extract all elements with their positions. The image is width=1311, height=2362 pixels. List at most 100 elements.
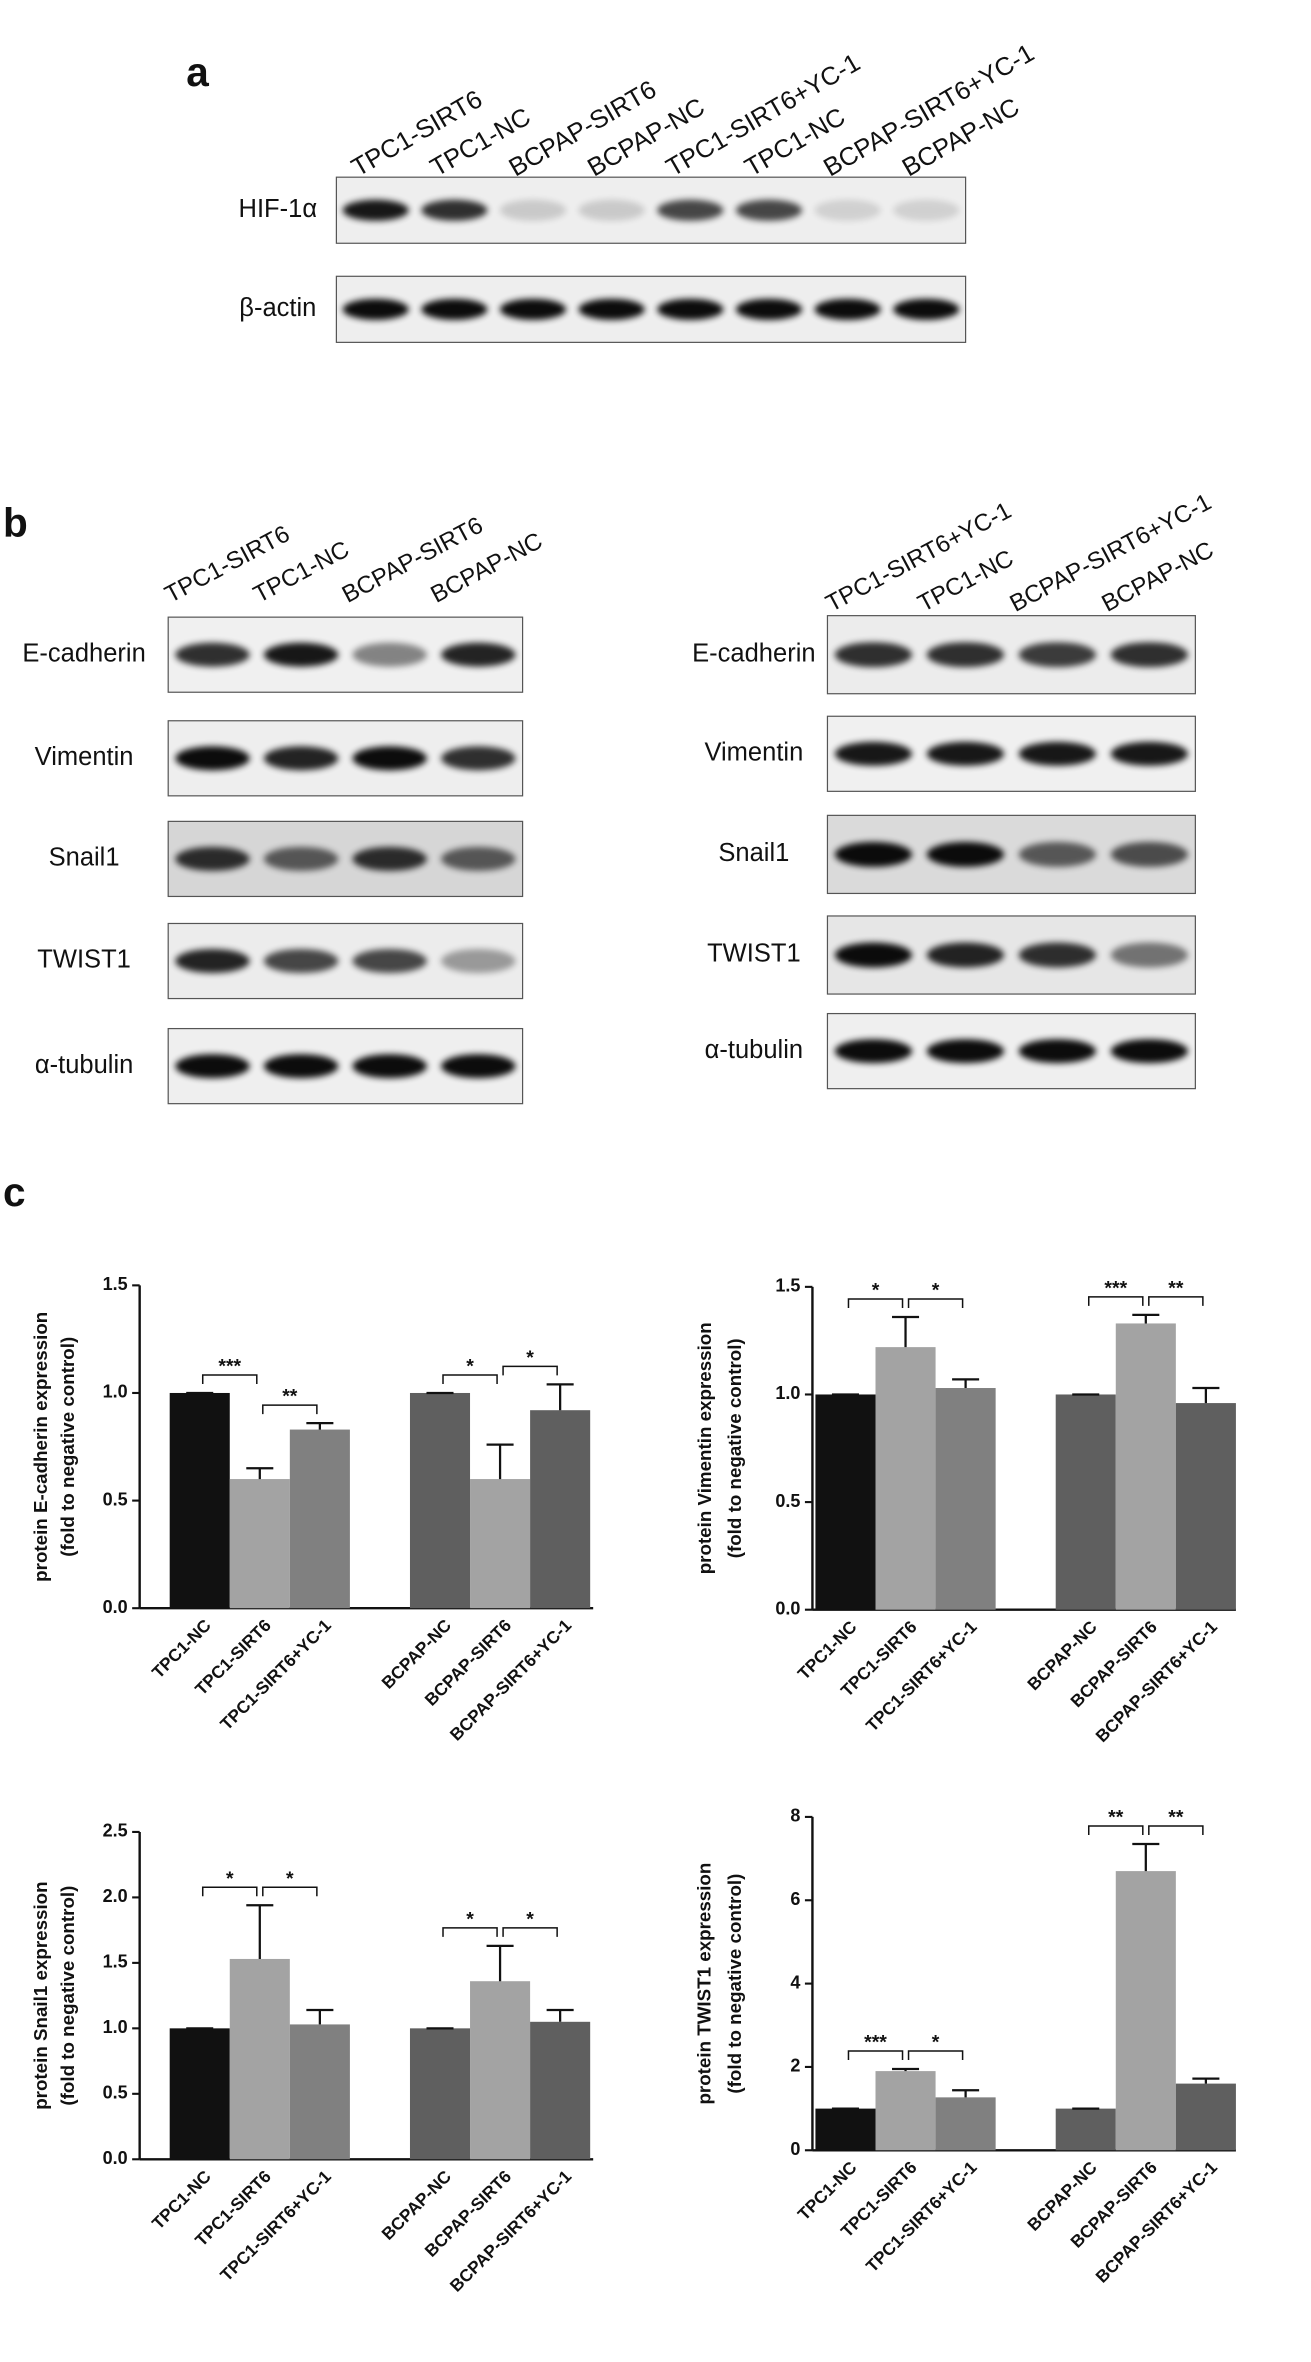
error-bar [306,1421,334,1430]
error-bar [306,2008,334,2025]
error-bar [546,1383,574,1411]
error-bar [486,1944,514,1982]
blot-band [1018,1039,1097,1064]
y-tick-label: 1.5 [103,1274,128,1294]
blot-band [1110,741,1189,766]
x-tick-label: BCPAP-SIRT6+YC-1 [446,1615,576,1745]
blot-band [441,746,516,771]
blot-band [926,741,1005,766]
y-tick-label: 0.5 [103,2083,128,2103]
x-tick-label: BCPAP-SIRT6+YC-1 [1091,2157,1221,2287]
significance-bracket [1148,1825,1204,1836]
row-label: α-tubulin [705,1036,803,1064]
error-bar [892,2067,920,2072]
blot-band [263,746,339,771]
significance-label: ** [282,1386,298,1408]
blot-band [175,642,250,667]
blot-band [926,1039,1005,1064]
error-bar [246,1467,274,1480]
blot-band [657,298,724,320]
y-tick-label: 2.0 [103,1886,128,1906]
blot-band [814,298,881,320]
y-tick-label: 0.0 [103,1597,128,1617]
y-tick-label: 0.5 [103,1489,128,1509]
blot-band [175,846,250,871]
y-axis-label: protein Vimentin expression [694,1322,715,1574]
blot-band [1110,841,1189,867]
y-tick-label: 0 [790,2139,800,2159]
bar [470,1479,531,1609]
y-tick-label: 4 [790,1972,800,1992]
blot-band [834,642,913,668]
y-axis-label: (fold to negative control) [724,1338,745,1558]
blot-band [175,1054,250,1079]
error-bar [546,2008,574,2022]
blot-band [893,298,960,320]
blot-band [263,642,339,667]
error-bar [486,1443,514,1480]
blot-band [1018,741,1097,766]
blot-band [175,949,250,974]
significance-label: * [872,1280,880,1302]
row-label: E-cadherin [692,639,815,667]
row-label: Snail1 [49,844,120,872]
blot-band [441,1054,516,1079]
blot-band [263,949,339,974]
bar [875,1347,936,1610]
x-tick-label: TPC1-SIRT6+YC-1 [216,2166,335,2285]
y-axis-label: protein E-cadherin expression [30,1312,51,1582]
blot-band [342,199,409,221]
bar [169,1392,230,1609]
significance-label: * [932,2032,940,2054]
significance-label: * [226,1868,234,1890]
blot-band [1110,642,1189,668]
bar [1055,1394,1116,1610]
bar [530,1410,591,1609]
row-label: TWIST1 [37,946,131,974]
blot-band [263,846,339,871]
bar [409,1392,471,1609]
x-tick-label: TPC1-SIRT6+YC-1 [862,1616,981,1735]
bar [530,2021,591,2160]
x-tick-label: TPC1-SIRT6+YC-1 [862,2157,981,2276]
row-label: E-cadherin [22,639,145,667]
significance-bracket [201,1886,258,1897]
panel-label: c [3,1169,26,1215]
y-axis-label: (fold to negative control) [724,1874,745,2094]
x-tick-label: BCPAP-SIRT6+YC-1 [1091,1616,1221,1746]
row-label: Snail1 [718,839,789,867]
bar [289,2024,350,2160]
blot-band [499,199,567,221]
y-tick-label: 1.0 [103,2017,128,2037]
significance-bracket [847,1298,904,1308]
bar [1115,1323,1176,1610]
blot-band [263,1054,339,1079]
significance-label: *** [1104,1277,1127,1299]
error-bar [246,1904,274,1959]
bar [935,2097,996,2151]
significance-bracket [442,1927,498,1937]
x-tick-label: BCPAP-SIRT6+YC-1 [446,2166,576,2296]
blot-band [175,746,250,771]
y-axis-label: (fold to negative control) [57,1337,78,1557]
blot-band [499,298,567,320]
panel-label: a [186,49,209,95]
bar [1175,1403,1236,1610]
blot-band [352,1054,427,1079]
significance-bracket [442,1374,498,1384]
blot-band [735,298,803,320]
blot-band [352,846,427,871]
blot-band [657,199,724,221]
blot-band [926,942,1005,968]
significance-bracket [907,1298,964,1308]
blot-band [421,199,488,221]
y-tick-label: 1.0 [775,1383,800,1403]
significance-bracket [262,1886,318,1897]
blot-band [1110,1039,1189,1064]
blot-band [893,199,960,221]
row-label: HIF-1α [239,195,318,223]
y-tick-label: 1.5 [103,1952,128,1972]
y-tick-label: 0.0 [775,1598,800,1618]
